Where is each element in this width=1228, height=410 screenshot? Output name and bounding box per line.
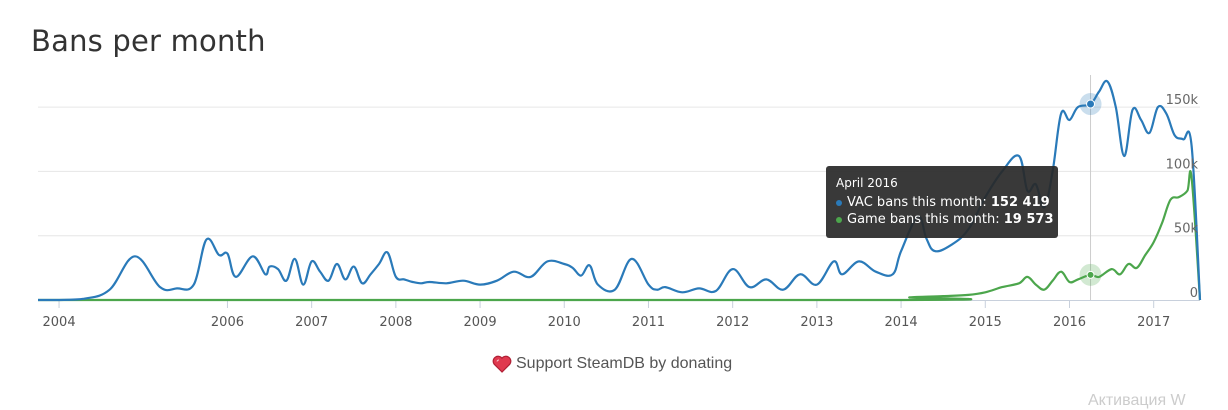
game-hover-point: [1086, 270, 1095, 279]
x-axis: 2004 2006 2007 2008 2009 2010 2011 2012 2013 2014…: [38, 300, 1200, 330]
x-tick-label-2016: 2016: [1053, 315, 1086, 330]
heart-icon: [492, 355, 512, 373]
tooltip-row-game: Game bans this month: 19 573: [836, 211, 1054, 228]
x-tick-label-2008: 2008: [379, 315, 412, 330]
x-tick-label-2013: 2013: [800, 315, 833, 330]
chart-tooltip: April 2016 VAC bans this month: 152 419 …: [826, 166, 1058, 238]
y-tick-label-100k: 100k: [1166, 157, 1199, 172]
tooltip-vac-label: VAC bans this month:: [847, 195, 987, 210]
vac-bans-line[interactable]: [37, 79, 1202, 302]
os-activation-watermark: Активация W: [1088, 392, 1186, 409]
x-tick-label-2006: 2006: [211, 315, 244, 330]
game-bans-line[interactable]: [37, 169, 1202, 302]
tooltip-row-vac: VAC bans this month: 152 419: [836, 194, 1050, 211]
support-text: Support SteamDB by donating: [516, 355, 733, 372]
x-tick-label-2007: 2007: [295, 315, 328, 330]
x-tick-label-2014: 2014: [885, 315, 918, 330]
x-tick-label-2017: 2017: [1137, 315, 1170, 330]
x-tick-label-2011: 2011: [632, 315, 665, 330]
x-tick-label-2015: 2015: [969, 315, 1002, 330]
series-layer[interactable]: [37, 79, 1202, 302]
x-tick-label-2012: 2012: [716, 315, 749, 330]
y-tick-label-0: 0: [1190, 286, 1198, 301]
support-donate-link[interactable]: Support SteamDB by donating: [492, 355, 732, 373]
x-tick-label-2004: 2004: [43, 315, 76, 330]
vac-hover-point: [1086, 99, 1096, 109]
tooltip-game-label: Game bans this month:: [847, 212, 1000, 227]
tooltip-vac-value: 152 419: [990, 195, 1050, 210]
hover-markers: [1079, 93, 1102, 286]
y-tick-label-150k: 150k: [1166, 93, 1199, 108]
y-tick-label-50k: 50k: [1174, 222, 1199, 237]
tooltip-game-value: 19 573: [1003, 212, 1054, 227]
chart-title: Bans per month: [31, 24, 266, 58]
game-series-dot-icon: [836, 216, 842, 223]
x-tick-label-2010: 2010: [548, 315, 581, 330]
x-tick-label-2009: 2009: [464, 315, 497, 330]
y-axis-labels: 0 50k 100k 150k: [1166, 93, 1199, 301]
tooltip-title: April 2016: [836, 176, 898, 190]
vac-series-dot-icon: [836, 199, 842, 206]
